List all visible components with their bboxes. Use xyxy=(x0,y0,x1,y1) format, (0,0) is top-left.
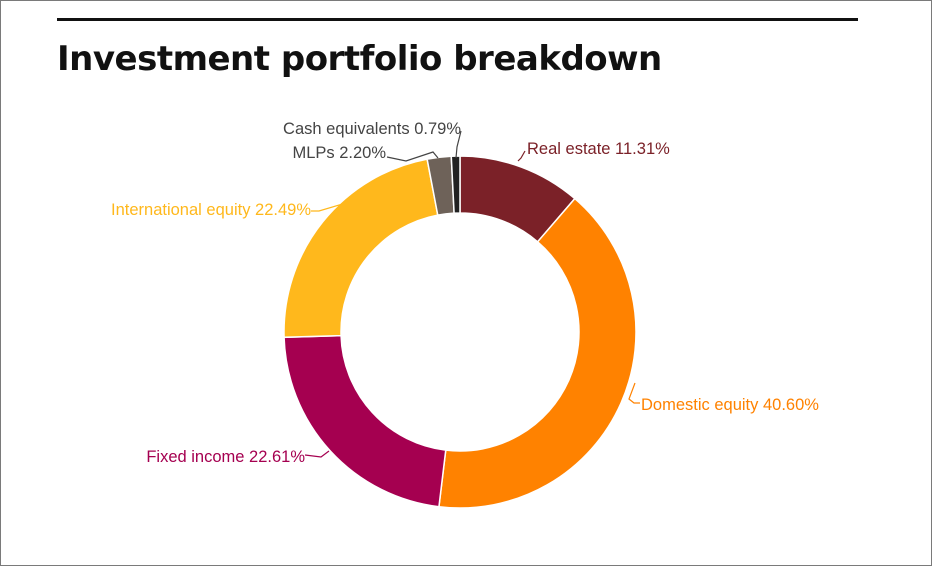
donut-slices xyxy=(283,155,637,509)
leader-line-real-estate xyxy=(517,150,526,162)
leader-line-domestic-equity xyxy=(628,382,640,404)
slice-domestic-equity xyxy=(438,197,637,509)
slice-label-domestic-equity: Domestic equity 40.60% xyxy=(641,396,819,414)
slice-international-equity xyxy=(283,158,439,339)
slice-fixed-income xyxy=(283,334,447,508)
slice-label-cash-equivalents: Cash equivalents 0.79% xyxy=(283,120,461,138)
label-leader-lines xyxy=(304,130,640,458)
slice-labels: Real estate 11.31% Domestic equity 40.60%… xyxy=(111,120,819,466)
top-rule xyxy=(57,18,858,21)
slice-label-real-estate: Real estate 11.31% xyxy=(527,140,670,158)
slice-label-mlps: MLPs 2.20% xyxy=(292,144,386,162)
leader-line-fixed-income xyxy=(304,450,330,458)
slice-cash-equivalents xyxy=(450,155,461,214)
leader-line-cash-equivalents xyxy=(455,130,462,159)
leader-line-mlps xyxy=(386,151,439,162)
slice-label-international-equity: International equity 22.49% xyxy=(111,201,311,219)
chart-title: Investment portfolio breakdown xyxy=(57,39,662,79)
leader-line-international-equity xyxy=(311,190,360,212)
slice-label-fixed-income: Fixed income 22.61% xyxy=(146,448,305,466)
